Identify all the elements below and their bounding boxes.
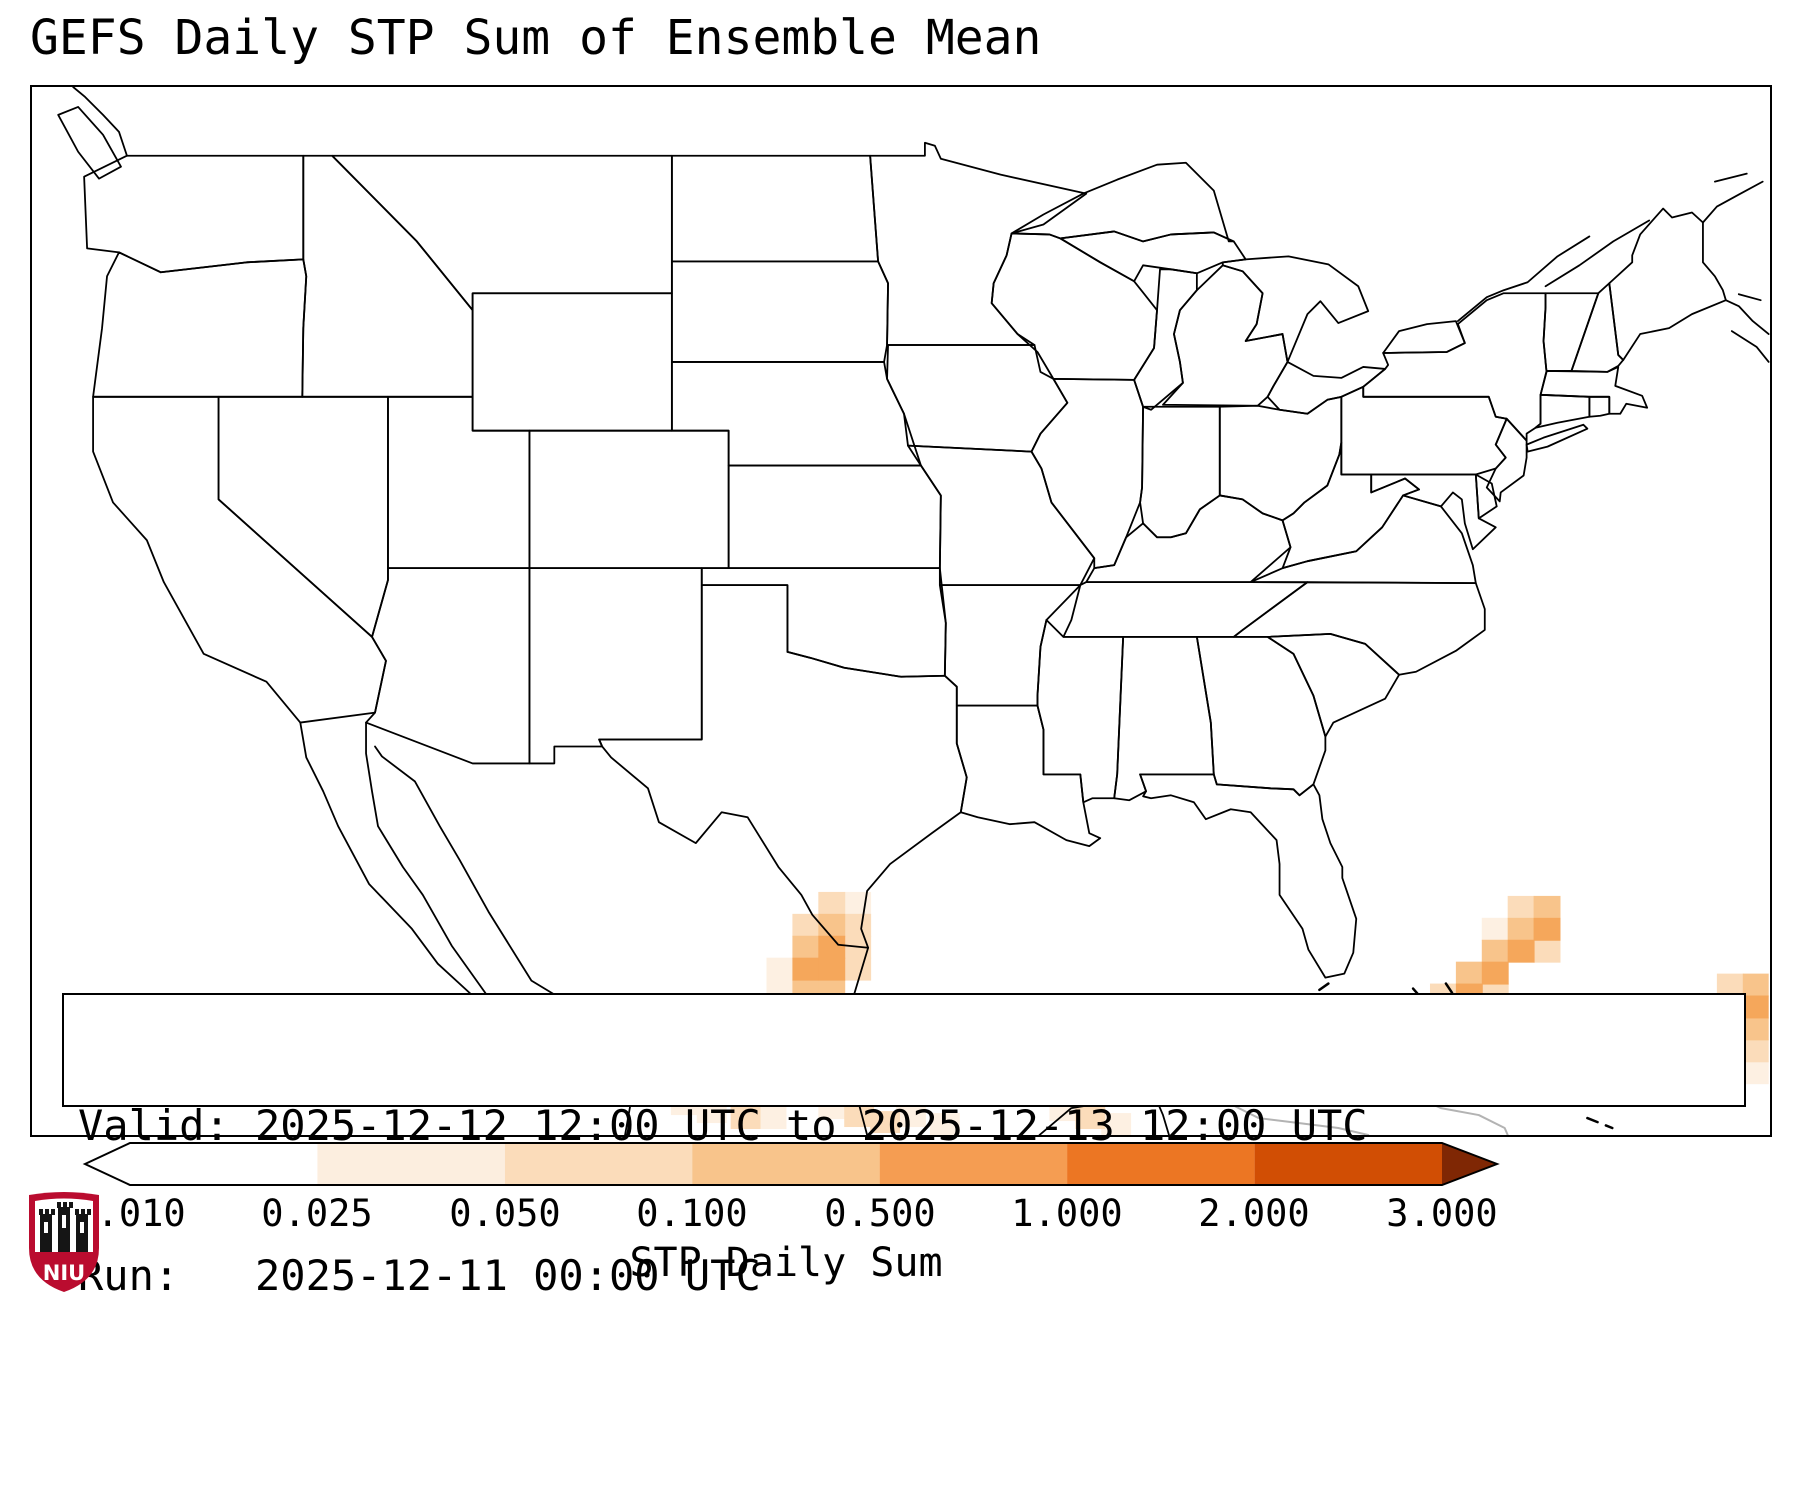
colorbar-segment-4 bbox=[692, 1143, 880, 1185]
stp-patch-group-strong bbox=[792, 917, 1769, 1019]
map-panel: Valid: 2025-12-12 12:00 UTC to 2025-12-1… bbox=[30, 85, 1772, 1300]
great-lakes-outline bbox=[1010, 161, 1466, 415]
valid-time-text: Valid: 2025-12-12 12:00 UTC to 2025-12-1… bbox=[78, 1101, 1368, 1150]
castle-windows bbox=[44, 1215, 84, 1233]
page-title: GEFS Daily STP Sum of Ensemble Mean bbox=[30, 10, 1042, 66]
colorbar-svg bbox=[82, 1142, 1500, 1186]
colorbar-under-arrow bbox=[85, 1143, 130, 1185]
colorbar-tick-labels: 0.010 0.025 0.050 0.100 0.500 1.000 2.00… bbox=[0, 1192, 1803, 1235]
colorbar-tick: 0.100 bbox=[636, 1192, 748, 1235]
colorbar-label: STP Daily Sum bbox=[629, 1240, 943, 1286]
colorbar-tick: 0.050 bbox=[449, 1192, 561, 1235]
colorbar-tick: 2.000 bbox=[1198, 1192, 1310, 1235]
validity-info-box: Valid: 2025-12-12 12:00 UTC to 2025-12-1… bbox=[62, 993, 1746, 1300]
colorbar-segment-7 bbox=[1254, 1143, 1443, 1185]
colorbar-segment-2 bbox=[317, 1143, 505, 1185]
niu-logo: NIU bbox=[26, 1190, 102, 1294]
colorbar-segment-1 bbox=[130, 1143, 318, 1185]
niu-logo-text: NIU bbox=[43, 1261, 85, 1285]
canada-coastline bbox=[57, 87, 1770, 363]
colorbar-over-arrow bbox=[1442, 1143, 1497, 1185]
colorbar-outline bbox=[82, 1142, 1500, 1186]
colorbar-segment-5 bbox=[879, 1143, 1068, 1185]
conus-map-svg bbox=[57, 87, 1770, 1135]
colorbar-tick: 1.000 bbox=[1011, 1192, 1123, 1235]
us-state-borders bbox=[83, 141, 1727, 979]
colorbar-segment-6 bbox=[1067, 1143, 1255, 1185]
niu-shield-icon: NIU bbox=[29, 1192, 99, 1292]
run-time-text: Run: 2025-12-11 00:00 UTC bbox=[78, 1251, 761, 1300]
colorbar bbox=[75, 1140, 1507, 1190]
colorbar-tick: 3.000 bbox=[1386, 1192, 1498, 1235]
colorbar-segment-3 bbox=[504, 1143, 693, 1185]
colorbar-tick: 0.025 bbox=[261, 1192, 373, 1235]
colorbar-tick: 0.500 bbox=[824, 1192, 936, 1235]
